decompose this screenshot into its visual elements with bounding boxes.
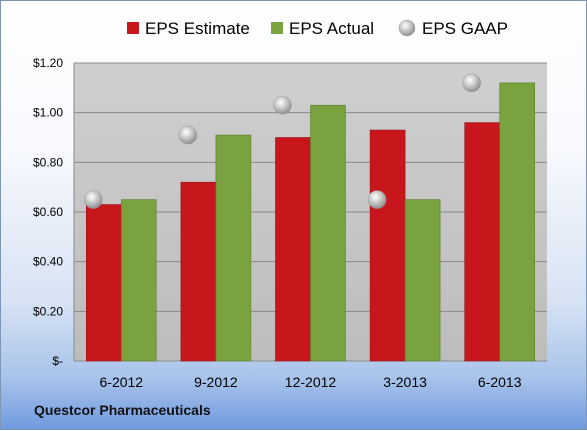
eps-estimate-bar bbox=[369, 129, 406, 362]
x-tick-label: 6-2012 bbox=[100, 374, 144, 390]
legend: EPS Estimate EPS Actual EPS GAAP bbox=[127, 19, 508, 38]
x-tick-label: 6-2013 bbox=[478, 374, 522, 390]
x-tick-label: 3-2013 bbox=[383, 374, 427, 390]
eps-estimate-bar bbox=[180, 181, 217, 362]
y-tick-label: $0.40 bbox=[33, 255, 63, 269]
eps-gaap-marker bbox=[273, 95, 292, 115]
y-tick-label: $0.20 bbox=[33, 304, 63, 318]
eps-actual-bar bbox=[121, 199, 157, 362]
legend-swatch-actual bbox=[271, 22, 283, 34]
eps-gaap-marker bbox=[462, 73, 481, 93]
eps-estimate-bar bbox=[275, 137, 311, 362]
x-tick-label: 9-2012 bbox=[194, 374, 238, 390]
eps-gaap-marker bbox=[178, 125, 198, 145]
company-name: Questcor Pharmaceuticals bbox=[34, 402, 211, 418]
legend-label: EPS GAAP bbox=[422, 19, 508, 38]
eps-actual-bar bbox=[404, 199, 441, 362]
y-tick-label: $0.60 bbox=[33, 205, 63, 219]
eps-actual-bar bbox=[310, 104, 346, 362]
legend-swatch-gaap bbox=[398, 19, 416, 37]
eps-gaap-marker bbox=[367, 190, 387, 209]
legend-swatch-estimate bbox=[127, 22, 139, 34]
y-tick-label: $- bbox=[52, 354, 63, 368]
plot-area: $- $0.20 $0.40 $0.60 $0.80 $1.00 $1.20 6-2012 9-… bbox=[33, 56, 547, 390]
legend-label: EPS Actual bbox=[289, 19, 374, 38]
y-tick-label: $0.80 bbox=[33, 155, 63, 169]
legend-label: EPS Estimate bbox=[145, 19, 250, 38]
x-tick-label: 12-2012 bbox=[285, 374, 337, 390]
eps-gaap-marker bbox=[84, 190, 103, 209]
eps-estimate-bar bbox=[86, 204, 122, 362]
y-tick-label: $1.20 bbox=[33, 56, 63, 70]
y-tick-label: $1.00 bbox=[33, 106, 63, 120]
eps-estimate-bar bbox=[464, 122, 501, 362]
eps-actual-bar bbox=[499, 82, 536, 362]
eps-actual-bar bbox=[215, 134, 252, 362]
